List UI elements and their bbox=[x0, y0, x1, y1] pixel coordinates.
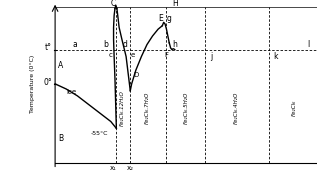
Text: d: d bbox=[122, 40, 127, 49]
Text: Fe₂Cl₆.7H₂O: Fe₂Cl₆.7H₂O bbox=[144, 92, 149, 124]
Text: Temperature (0°C): Temperature (0°C) bbox=[30, 55, 35, 113]
Text: Fe₂Cl₆.5H₂O: Fe₂Cl₆.5H₂O bbox=[183, 92, 188, 124]
Text: h: h bbox=[172, 40, 177, 49]
Text: B: B bbox=[58, 134, 63, 143]
Text: F: F bbox=[164, 52, 168, 58]
Text: l: l bbox=[307, 40, 309, 49]
Text: -55°C: -55°C bbox=[91, 131, 108, 136]
Text: a: a bbox=[72, 40, 77, 49]
Text: c: c bbox=[109, 52, 113, 58]
Text: j: j bbox=[210, 52, 212, 61]
Text: C: C bbox=[111, 0, 116, 8]
Text: k: k bbox=[273, 52, 277, 61]
Text: b: b bbox=[103, 40, 108, 49]
Text: Fe₂Cl₆.4H₂O: Fe₂Cl₆.4H₂O bbox=[234, 92, 239, 124]
Text: 0°: 0° bbox=[44, 78, 52, 87]
Text: E: E bbox=[158, 14, 163, 23]
Text: Ice: Ice bbox=[67, 89, 77, 95]
Text: g: g bbox=[167, 14, 172, 23]
Text: x₂: x₂ bbox=[127, 165, 134, 171]
Text: Fe₂Cl₆: Fe₂Cl₆ bbox=[292, 100, 297, 116]
Text: t°: t° bbox=[45, 43, 52, 53]
Text: A: A bbox=[58, 60, 63, 70]
Text: Fe₂Cl₆.12H₂O: Fe₂Cl₆.12H₂O bbox=[119, 90, 124, 126]
Text: e: e bbox=[131, 52, 135, 58]
Text: D: D bbox=[133, 72, 139, 78]
Text: H: H bbox=[172, 0, 178, 8]
Text: x₁: x₁ bbox=[110, 165, 117, 171]
